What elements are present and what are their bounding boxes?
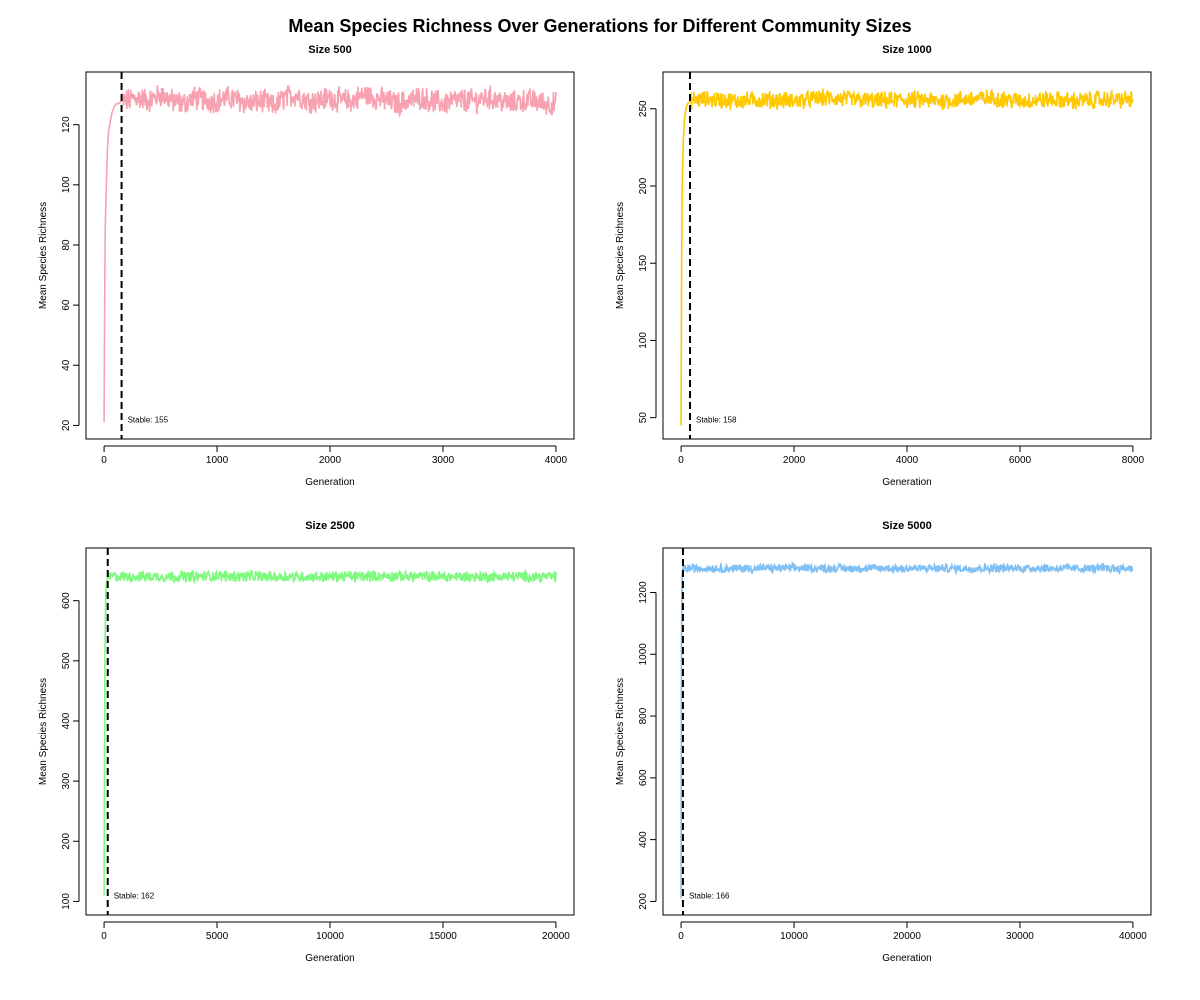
plot-frame bbox=[662, 71, 1152, 440]
y-tick-label: 1000 bbox=[638, 643, 649, 666]
y-tick-label: 150 bbox=[638, 254, 649, 271]
y-tick-label: 100 bbox=[61, 893, 72, 910]
stable-label: Stable: 155 bbox=[128, 415, 169, 424]
y-axis: 200 400 600 800 1000 1200 bbox=[638, 581, 657, 910]
x-axis: 0 10000 20000 30000 40000 bbox=[678, 921, 1147, 942]
y-tick-label: 300 bbox=[61, 772, 72, 789]
y-tick-label: 400 bbox=[638, 831, 649, 848]
y-tick-label: 60 bbox=[61, 299, 72, 311]
x-tick-label: 4000 bbox=[545, 455, 568, 466]
x-tick-label: 20000 bbox=[542, 931, 570, 942]
plot-frame bbox=[85, 71, 575, 440]
x-tick-label: 15000 bbox=[429, 931, 457, 942]
y-tick-label: 600 bbox=[61, 592, 72, 609]
series-line bbox=[680, 88, 1134, 426]
panel-title: Size 1000 bbox=[882, 44, 932, 56]
x-tick-label: 0 bbox=[678, 931, 684, 942]
figure-title: Mean Species Richness Over Generations f… bbox=[288, 16, 912, 36]
y-tick-label: 200 bbox=[61, 832, 72, 849]
x-tick-label: 8000 bbox=[1122, 455, 1145, 466]
x-tick-label: 2000 bbox=[319, 455, 342, 466]
x-tick-label: 1000 bbox=[206, 455, 229, 466]
stable-label: Stable: 162 bbox=[114, 891, 155, 900]
x-tick-label: 0 bbox=[101, 931, 107, 942]
y-tick-label: 200 bbox=[638, 177, 649, 194]
y-axis-label: Mean Species Richness bbox=[615, 202, 626, 309]
x-axis: 0 1000 2000 3000 4000 bbox=[101, 445, 568, 466]
panel-title: Size 500 bbox=[308, 44, 351, 56]
x-tick-label: 3000 bbox=[432, 455, 455, 466]
y-axis-label: Mean Species Richness bbox=[615, 678, 626, 785]
series-line bbox=[680, 561, 1134, 899]
x-tick-label: 40000 bbox=[1119, 931, 1147, 942]
y-tick-label: 100 bbox=[61, 176, 72, 193]
y-tick-label: 600 bbox=[638, 769, 649, 786]
x-axis: 0 5000 10000 15000 20000 bbox=[101, 921, 570, 942]
x-axis-label: Generation bbox=[305, 953, 354, 964]
panel-title: Size 5000 bbox=[882, 520, 932, 532]
stable-label: Stable: 158 bbox=[696, 415, 737, 424]
y-axis: 20 40 60 80 100 120 bbox=[61, 116, 80, 431]
y-tick-label: 40 bbox=[61, 359, 72, 371]
y-tick-label: 80 bbox=[61, 239, 72, 251]
y-axis: 50 100 150 200 250 bbox=[638, 100, 657, 424]
stable-label: Stable: 166 bbox=[689, 891, 730, 900]
chart-panel-1: Size 500 Stable: 155 0 1000 2000 3000 4000 Gene… bbox=[38, 44, 575, 488]
x-axis-label: Generation bbox=[305, 477, 354, 488]
plot-frame bbox=[85, 547, 575, 916]
x-axis: 0 2000 4000 6000 8000 bbox=[678, 445, 1145, 466]
y-tick-label: 1200 bbox=[638, 581, 649, 604]
x-tick-label: 5000 bbox=[206, 931, 229, 942]
plot-frame bbox=[662, 547, 1152, 916]
y-axis-label: Mean Species Richness bbox=[38, 202, 49, 309]
x-axis-label: Generation bbox=[882, 953, 931, 964]
panel-title: Size 2500 bbox=[305, 520, 355, 532]
y-tick-label: 100 bbox=[638, 332, 649, 349]
x-tick-label: 2000 bbox=[783, 455, 806, 466]
x-tick-label: 4000 bbox=[896, 455, 919, 466]
y-tick-label: 200 bbox=[638, 893, 649, 910]
chart-panel-2: Size 1000 Stable: 158 0 2000 4000 6000 8000 Gen… bbox=[615, 44, 1152, 488]
y-axis-label: Mean Species Richness bbox=[38, 678, 49, 785]
series-line bbox=[103, 85, 557, 423]
x-tick-label: 6000 bbox=[1009, 455, 1032, 466]
x-tick-label: 30000 bbox=[1006, 931, 1034, 942]
x-axis-label: Generation bbox=[882, 477, 931, 488]
x-tick-label: 10000 bbox=[316, 931, 344, 942]
y-tick-label: 20 bbox=[61, 419, 72, 431]
y-tick-label: 120 bbox=[61, 116, 72, 133]
y-tick-label: 400 bbox=[61, 712, 72, 729]
x-tick-label: 0 bbox=[101, 455, 107, 466]
y-tick-label: 500 bbox=[61, 652, 72, 669]
series-line bbox=[103, 568, 557, 896]
y-axis: 100 200 300 400 500 600 bbox=[61, 592, 80, 910]
x-tick-label: 10000 bbox=[780, 931, 808, 942]
x-tick-label: 0 bbox=[678, 455, 684, 466]
y-tick-label: 800 bbox=[638, 707, 649, 724]
y-tick-label: 250 bbox=[638, 100, 649, 117]
chart-panel-3: Size 2500 Stable: 162 0 5000 10000 15000 20000… bbox=[38, 520, 575, 964]
y-tick-label: 50 bbox=[638, 412, 649, 424]
x-tick-label: 20000 bbox=[893, 931, 921, 942]
